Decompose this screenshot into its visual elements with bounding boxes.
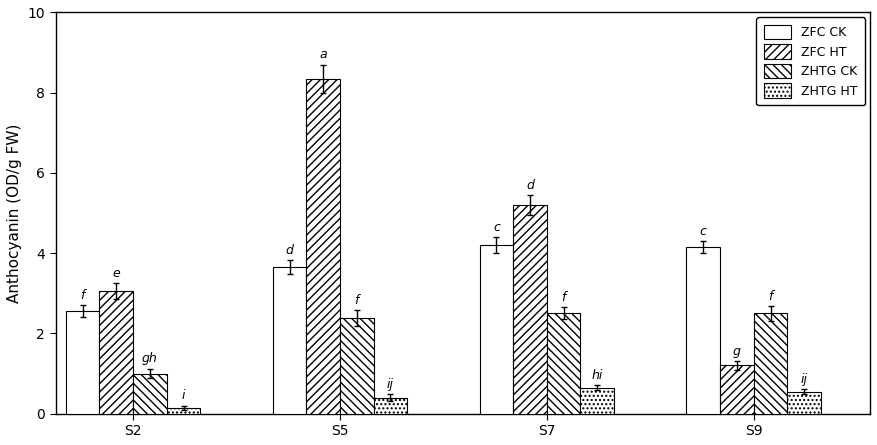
- Bar: [480, 245, 513, 414]
- Y-axis label: Anthocyanin (OD/g FW): Anthocyanin (OD/g FW): [7, 123, 22, 303]
- Bar: [720, 365, 753, 414]
- Text: f: f: [768, 290, 773, 303]
- Bar: [167, 408, 200, 414]
- Bar: [340, 318, 374, 414]
- Text: a: a: [319, 49, 327, 61]
- Bar: [788, 392, 821, 414]
- Text: hi: hi: [592, 368, 603, 381]
- Text: c: c: [700, 225, 707, 238]
- Bar: [581, 388, 614, 414]
- Bar: [306, 79, 340, 414]
- Text: f: f: [561, 291, 566, 304]
- Text: g: g: [733, 345, 741, 358]
- Bar: [273, 267, 306, 414]
- Bar: [547, 313, 581, 414]
- Text: gh: gh: [142, 352, 158, 365]
- Bar: [753, 313, 788, 414]
- Bar: [513, 205, 547, 414]
- Text: c: c: [493, 221, 500, 234]
- Bar: [99, 291, 133, 414]
- Bar: [687, 247, 720, 414]
- Text: f: f: [81, 289, 85, 302]
- Text: f: f: [354, 294, 359, 307]
- Text: d: d: [526, 179, 534, 192]
- Text: ij: ij: [387, 378, 394, 391]
- Bar: [133, 373, 167, 414]
- Bar: [66, 312, 99, 414]
- Text: i: i: [182, 389, 185, 402]
- Bar: [374, 397, 407, 414]
- Text: e: e: [112, 267, 120, 280]
- Text: ij: ij: [801, 372, 808, 385]
- Text: d: d: [286, 244, 294, 257]
- Legend: ZFC CK, ZFC HT, ZHTG CK, ZHTG HT: ZFC CK, ZFC HT, ZHTG CK, ZHTG HT: [756, 17, 865, 105]
